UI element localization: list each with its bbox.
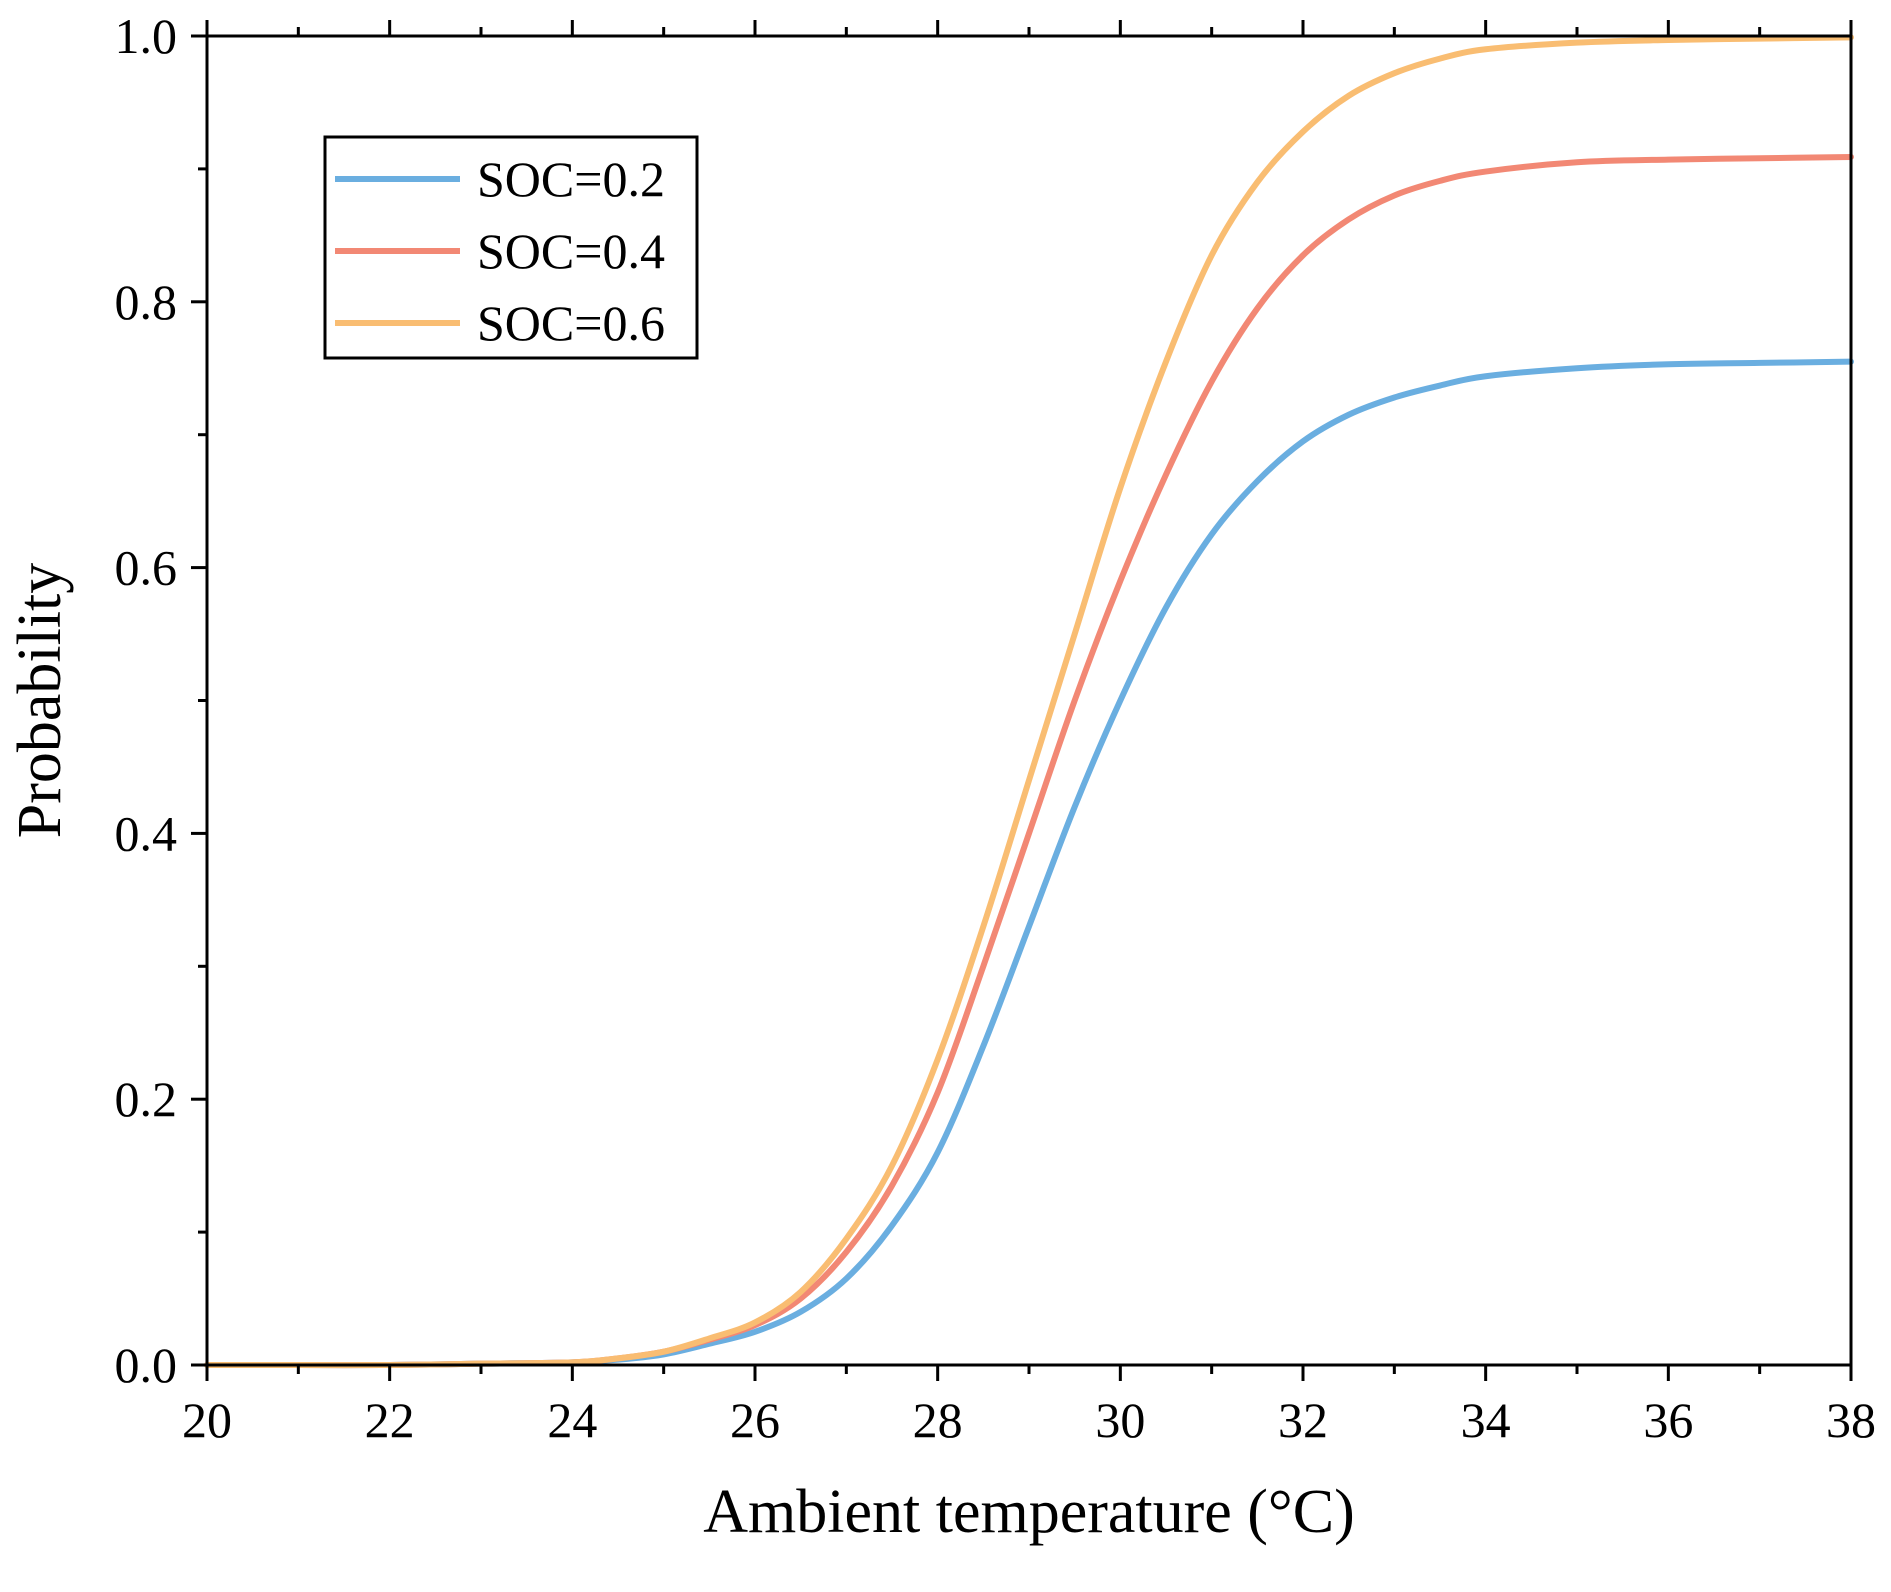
y-tick-label: 0.0	[115, 1337, 178, 1393]
x-tick-label: 36	[1643, 1392, 1693, 1448]
legend-label: SOC=0.6	[477, 295, 665, 351]
legend-items: SOC=0.2 SOC=0.4 SOC=0.6	[335, 151, 665, 351]
x-tick-label: 38	[1826, 1392, 1876, 1448]
x-tick-label: 20	[182, 1392, 232, 1448]
x-tick-label: 34	[1461, 1392, 1511, 1448]
x-tick-label: 28	[913, 1392, 963, 1448]
y-axis-title: Probability	[6, 563, 74, 839]
x-axis-title: Ambient temperature (°C)	[703, 1478, 1354, 1546]
x-tick-label: 30	[1095, 1392, 1145, 1448]
y-tick-label: 0.4	[115, 805, 178, 861]
x-tick-label: 24	[547, 1392, 597, 1448]
y-tick-label: 0.2	[115, 1071, 178, 1127]
x-tick-label: 26	[730, 1392, 780, 1448]
series-layer	[204, 34, 1854, 1369]
y-tick-label: 0.6	[115, 540, 178, 596]
y-tick-label: 0.8	[115, 274, 178, 330]
legend-label: SOC=0.2	[477, 151, 665, 207]
x-tick-label: 32	[1278, 1392, 1328, 1448]
series-line-soc-0-6	[204, 34, 1854, 1369]
y-tick-label: 1.0	[115, 8, 178, 64]
x-tick-label: 22	[365, 1392, 415, 1448]
ticks-layer: 20 22 24 26 28 30 32 34 36 38 0.0 0.2 0.4 0.6 0.8 1.0	[115, 8, 1877, 1448]
legend-label: SOC=0.4	[477, 223, 665, 279]
legend: SOC=0.2 SOC=0.4 SOC=0.6	[323, 135, 699, 360]
